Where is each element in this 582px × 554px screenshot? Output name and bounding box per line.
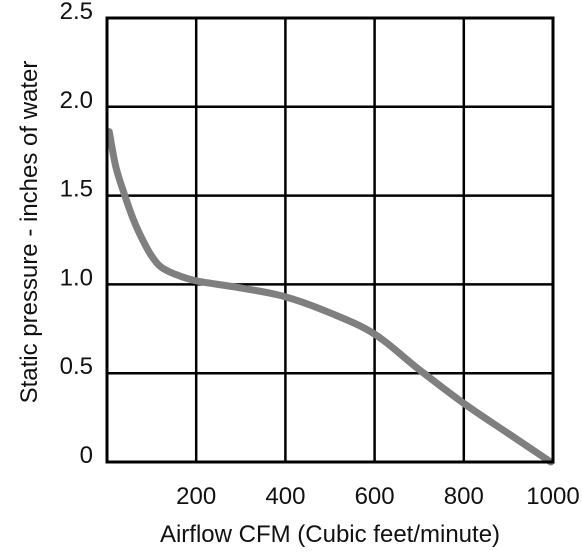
x-tick-labels: 200 400 600 800 1000 — [176, 483, 580, 510]
grid — [107, 16, 555, 464]
y-tick-label: 2.0 — [60, 87, 93, 114]
x-tick-label: 1000 — [526, 483, 579, 510]
y-axis-label: Static pressure - inches of water — [16, 61, 43, 404]
series-line — [105, 128, 555, 466]
y-tick-label: 2.5 — [60, 0, 93, 25]
x-tick-label: 200 — [176, 483, 216, 510]
y-tick-labels: 0 0.5 1.0 1.5 2.0 2.5 — [60, 0, 93, 469]
x-axis-label: Airflow CFM (Cubic feet/minute) — [160, 521, 500, 548]
y-tick-label: 0 — [80, 442, 93, 469]
y-tick-label: 1.0 — [60, 264, 93, 291]
series-layer — [105, 128, 555, 466]
plot-frame — [105, 16, 555, 464]
x-tick-label: 800 — [444, 483, 484, 510]
y-tick-label: 0.5 — [60, 353, 93, 380]
x-tick-label: 600 — [355, 483, 395, 510]
x-tick-label: 400 — [265, 483, 305, 510]
y-tick-label: 1.5 — [60, 176, 93, 203]
